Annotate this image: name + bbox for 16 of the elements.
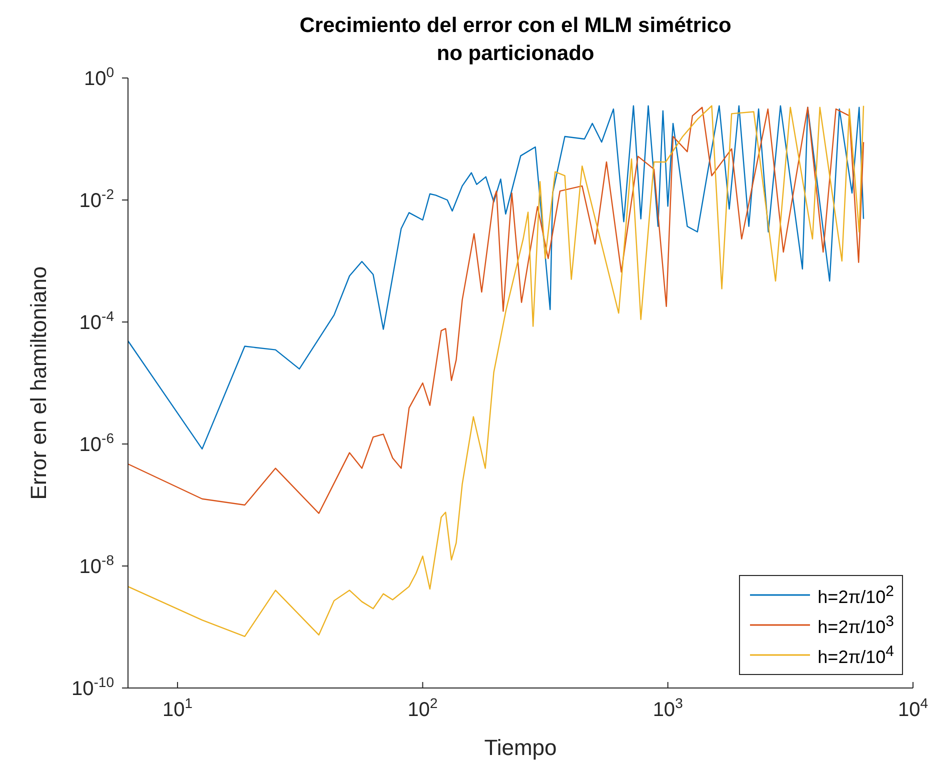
x-tick-label: 10$^{3}$ xyxy=(652,695,684,721)
legend-label: h=2π/10$^{4}$ xyxy=(818,642,894,668)
y-tick-label: 10$^{-4}$ xyxy=(79,308,114,334)
y-tick-label: 10$^{-6}$ xyxy=(79,430,114,456)
x-tick-label: 10$^{1}$ xyxy=(162,695,193,721)
y-tick-label: 10$^{-8}$ xyxy=(79,552,114,578)
chart-title: Crecimiento del error con el MLM simétrico no particionado xyxy=(298,13,732,65)
legend-label: h=2π/10$^{2}$ xyxy=(818,582,894,608)
y-tick-label: 10$^{0}$ xyxy=(84,64,114,90)
x-tick-label: 10$^{2}$ xyxy=(408,695,438,721)
x-axis-title: Tiempo xyxy=(484,735,557,760)
x-tick-label: 10$^{4}$ xyxy=(898,695,928,721)
y-axis-title: Error en el hamiltoniano xyxy=(26,266,51,500)
y-tick-label: 10$^{-10}$ xyxy=(72,674,114,700)
y-tick-label: 10$^{-2}$ xyxy=(79,186,114,212)
legend-label: h=2π/10$^{3}$ xyxy=(818,612,894,638)
